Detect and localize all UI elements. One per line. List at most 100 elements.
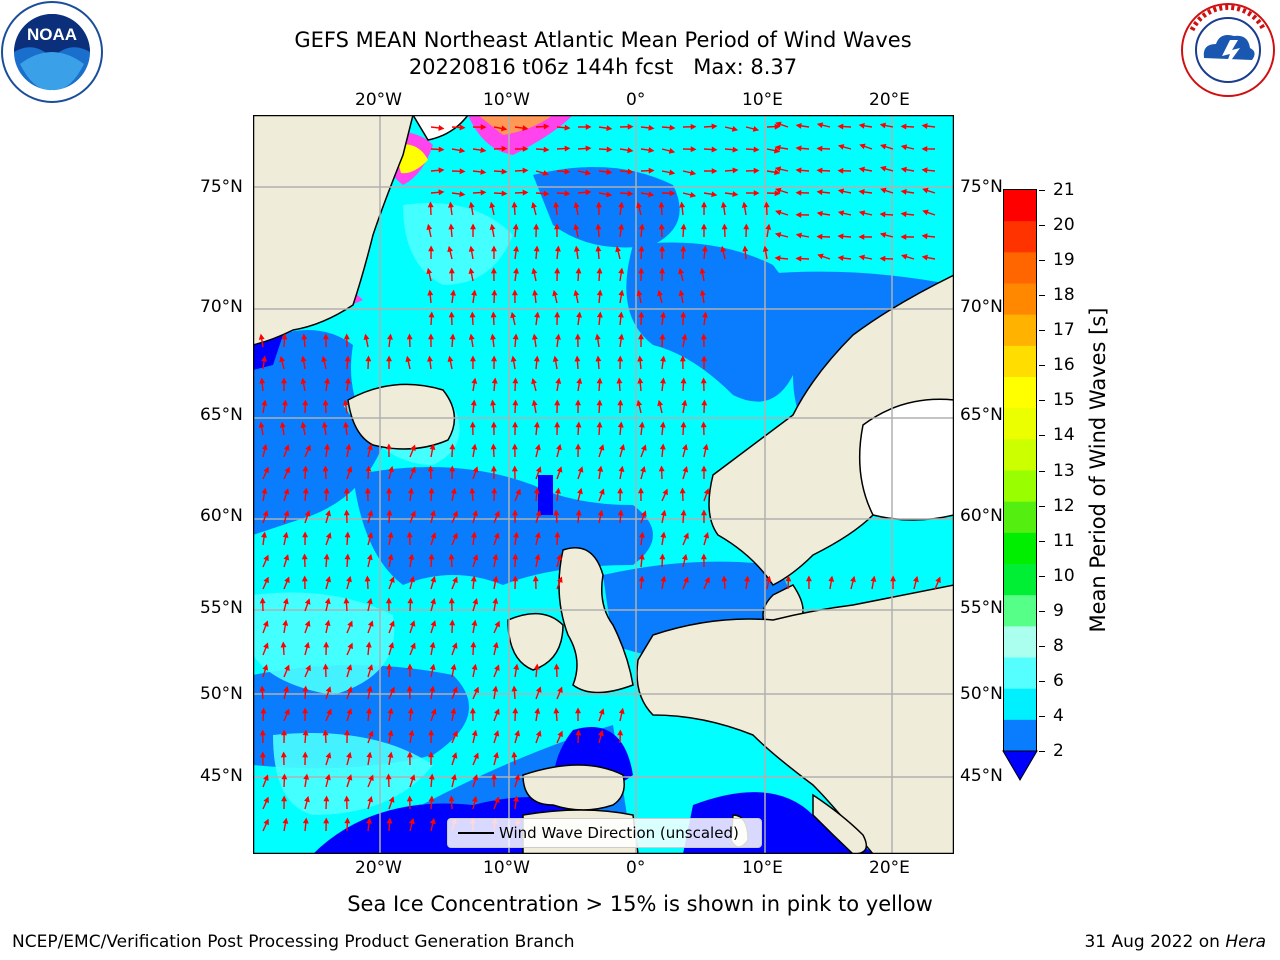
wind-wave-arrowhead [386, 355, 393, 362]
wind-wave-arrowhead [480, 124, 487, 131]
wind-wave-arrowhead [659, 553, 666, 560]
wind-wave-arrowhead [701, 201, 707, 208]
wind-wave-arrowhead [262, 510, 269, 517]
wind-wave-arrowhead [473, 752, 479, 760]
colorbar-tick-mark [1039, 751, 1045, 752]
wind-wave-arrowhead [472, 774, 479, 781]
wind-wave-arrowhead [258, 421, 265, 428]
colorbar-extend-icon [1002, 750, 1038, 781]
wind-wave-arrowhead [470, 399, 477, 406]
wind-wave-arrowhead [689, 169, 697, 176]
wind-wave-arrowhead [366, 443, 373, 451]
wind-wave-arrowhead [468, 333, 475, 340]
wind-wave-arrowhead [493, 730, 500, 737]
wind-wave-arrowhead [261, 355, 267, 362]
wind-wave-arrowhead [556, 553, 562, 561]
wind-wave-arrowhead [669, 169, 676, 176]
wind-wave-arrowhead [741, 201, 748, 208]
wind-wave-arrowhead [284, 708, 290, 715]
wind-wave-arrowhead [795, 255, 802, 262]
wind-wave-arrowhead [702, 311, 708, 318]
wind-wave-arrowhead [511, 201, 518, 208]
wind-wave-arrowhead [619, 444, 626, 451]
wind-wave-arrowhead [858, 189, 865, 195]
wind-wave-arrowhead [534, 531, 541, 539]
colorbar-tick-mark [1039, 190, 1045, 191]
wind-wave-arrowhead [816, 167, 823, 174]
wind-wave-arrowhead [494, 620, 500, 628]
wind-wave-arrowhead [365, 355, 372, 362]
wind-wave-arrowhead [913, 575, 919, 583]
wind-wave-arrowhead [282, 597, 289, 605]
wind-wave-arrowhead [281, 773, 288, 780]
wind-wave-arrowhead [615, 245, 621, 253]
wind-wave-arrowhead [388, 465, 394, 473]
wind-wave-arrowhead [553, 663, 560, 670]
colorbar-segment [1004, 221, 1036, 253]
colorbar-segment [1004, 470, 1036, 503]
lon-label-top-0: 0° [626, 90, 646, 110]
colorbar-segment [1004, 190, 1036, 222]
wind-wave-arrowhead [469, 421, 476, 428]
wind-wave-arrowhead [325, 576, 332, 583]
wind-wave-arrowhead [564, 145, 571, 152]
colorbar-tick-label: 20 [1053, 215, 1075, 236]
wind-wave-arrowhead [406, 333, 413, 340]
wind-wave-arrowhead [449, 619, 456, 626]
wind-wave-arrowhead [682, 466, 689, 473]
wind-wave-arrowhead [480, 168, 487, 175]
wind-wave-arrowhead [281, 795, 288, 802]
wind-wave-arrowhead [659, 421, 666, 428]
wind-wave-arrowhead [343, 421, 349, 428]
wind-wave-arrowhead [774, 255, 781, 262]
graticule [253, 115, 954, 854]
wind-wave-arrowhead [367, 664, 374, 671]
wind-wave-arrowhead [438, 189, 445, 196]
wind-wave-arrowhead [448, 597, 455, 604]
wind-wave-arrowhead [427, 201, 434, 208]
wind-wave-arrowhead [514, 774, 521, 781]
wind-wave-arrowhead [659, 245, 666, 252]
wind-wave-arrowhead [429, 641, 436, 648]
colorbar-segment [1004, 564, 1036, 596]
wind-wave-arrowhead [514, 729, 520, 737]
wind-wave-arrowhead [492, 575, 499, 582]
wind-wave-arrowhead [542, 170, 550, 176]
wind-wave-arrowhead [430, 708, 437, 715]
wind-wave-arrowhead [660, 531, 667, 538]
wind-wave-arrowhead [531, 201, 537, 209]
wind-wave-arrowhead [743, 223, 750, 230]
wind-wave-arrowhead [618, 333, 625, 340]
wind-wave-arrowhead [596, 289, 603, 296]
wind-wave-arrowhead [638, 421, 645, 428]
wind-wave-arrowhead [449, 333, 456, 340]
wind-wave-arrowhead [428, 245, 435, 252]
wind-wave-arrowhead [681, 399, 688, 406]
colorbar-tick-label: 18 [1053, 285, 1075, 306]
wind-wave-arrowhead [510, 311, 517, 319]
wind-wave-arrowhead [409, 620, 416, 627]
wind-wave-arrowhead [491, 487, 498, 494]
wind-wave-arrowhead [428, 311, 435, 318]
wind-wave-arrowhead [494, 510, 500, 518]
wind-wave-arrowhead [935, 576, 941, 584]
wind-wave-arrowhead [900, 123, 907, 130]
wind-wave-arrowhead [512, 707, 519, 714]
wind-wave-arrowhead [367, 620, 374, 627]
colorbar-segment [1004, 408, 1036, 440]
wind-wave-arrowhead [263, 554, 269, 562]
wind-wave-arrowhead [535, 443, 541, 451]
colorbar-tick-mark [1039, 365, 1045, 367]
wind-wave-arrowhead [448, 223, 455, 230]
wind-wave-arrowhead [427, 333, 434, 340]
land-masses [253, 115, 954, 854]
wind-wave-arrowhead [555, 487, 561, 494]
wind-wave-arrowhead [501, 190, 508, 197]
wind-wave-arrowhead [452, 730, 458, 738]
wind-wave-arrowhead [279, 355, 285, 363]
wind-wave-arrowhead [636, 201, 642, 209]
wind-wave-arrowhead [922, 209, 929, 216]
wind-wave-arrowhead [533, 223, 540, 230]
lon-label-bottom-20w: 20°W [355, 858, 402, 878]
wind-wave-arrowhead [261, 443, 268, 451]
